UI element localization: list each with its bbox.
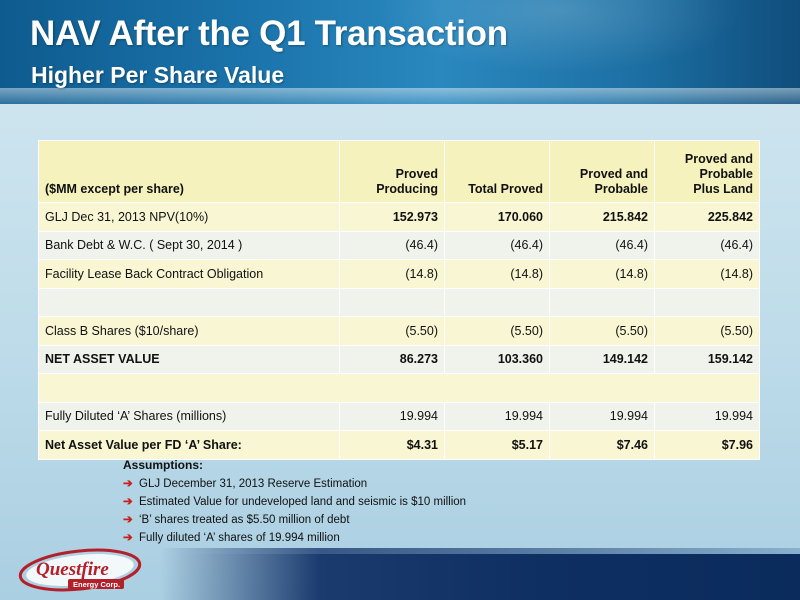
spacer-cell xyxy=(38,373,760,403)
table-row: Fully Diluted ‘A’ Shares (millions) 19.99… xyxy=(38,401,760,431)
value-cell: (46.4) xyxy=(339,230,445,260)
header-highlight xyxy=(0,88,800,104)
value-cell: 86.273 xyxy=(339,344,445,374)
value-cell: (5.50) xyxy=(339,316,445,346)
value-cell: $7.96 xyxy=(654,430,760,460)
table-row xyxy=(38,287,760,317)
header-banner xyxy=(0,0,800,104)
row-label: NET ASSET VALUE xyxy=(38,344,340,374)
row-label: Net Asset Value per FD ‘A’ Share: xyxy=(38,430,340,460)
value-cell: 225.842 xyxy=(654,202,760,232)
questfire-logo: Questfire Energy Corp. xyxy=(18,548,142,592)
value-cell: 170.060 xyxy=(444,202,550,232)
assumption-item: ➔ Estimated Value for undeveloped land an… xyxy=(123,493,466,511)
svg-text:Energy Corp.: Energy Corp. xyxy=(73,580,120,589)
svg-text:Questfire: Questfire xyxy=(36,559,109,580)
row-label xyxy=(38,287,340,317)
arrow-bullet-icon: ➔ xyxy=(123,478,133,490)
assumption-item: ➔ ‘B’ shares treated as $5.50 million of … xyxy=(123,511,466,529)
value-cell: (46.4) xyxy=(549,230,655,260)
value-cell: 215.842 xyxy=(549,202,655,232)
value-cell: 19.994 xyxy=(654,401,760,431)
table-row xyxy=(38,373,760,403)
row-label: Class B Shares ($10/share) xyxy=(38,316,340,346)
value-cell: (5.50) xyxy=(654,316,760,346)
value-cell: 19.994 xyxy=(549,401,655,431)
value-cell: $7.46 xyxy=(549,430,655,460)
column-header-proved-probable-land: Proved and Probable Plus Land xyxy=(654,140,760,203)
row-label: Bank Debt & W.C. ( Sept 30, 2014 ) xyxy=(38,230,340,260)
assumptions-list: ➔ GLJ December 31, 2013 Reserve Estimatio… xyxy=(123,475,466,547)
assumption-item: ➔ GLJ December 31, 2013 Reserve Estimatio… xyxy=(123,475,466,493)
value-cell: 152.973 xyxy=(339,202,445,232)
value-cell: 19.994 xyxy=(444,401,550,431)
label-column-header: ($MM except per share) xyxy=(38,140,340,203)
value-cell: (14.8) xyxy=(444,259,550,289)
assumption-text: Fully diluted ‘A’ shares of 19.994 milli… xyxy=(139,532,340,544)
value-cell: 159.142 xyxy=(654,344,760,374)
value-cell: (5.50) xyxy=(444,316,550,346)
value-cell: (5.50) xyxy=(549,316,655,346)
value-cell xyxy=(654,287,760,317)
column-header-total-proved: Total Proved xyxy=(444,140,550,203)
table-row: Net Asset Value per FD ‘A’ Share: $4.31 $5… xyxy=(38,430,760,460)
value-cell xyxy=(339,287,445,317)
value-cell: (14.8) xyxy=(549,259,655,289)
assumptions-heading: Assumptions: xyxy=(123,458,204,472)
value-cell xyxy=(444,287,550,317)
arrow-bullet-icon: ➔ xyxy=(123,532,133,544)
value-cell: $5.17 xyxy=(444,430,550,460)
row-label: Fully Diluted ‘A’ Shares (millions) xyxy=(38,401,340,431)
value-cell: (14.8) xyxy=(339,259,445,289)
value-cell xyxy=(549,287,655,317)
table-row: NET ASSET VALUE 86.273 103.360 149.142 159.1… xyxy=(38,344,760,374)
value-cell: (14.8) xyxy=(654,259,760,289)
assumption-text: GLJ December 31, 2013 Reserve Estimation xyxy=(139,478,368,490)
value-cell: 19.994 xyxy=(339,401,445,431)
value-cell: 149.142 xyxy=(549,344,655,374)
table-body: GLJ Dec 31, 2013 NPV(10%) 152.973 170.060 2… xyxy=(38,202,760,460)
value-cell: (46.4) xyxy=(654,230,760,260)
row-label: Facility Lease Back Contract Obligation xyxy=(38,259,340,289)
table-row: Facility Lease Back Contract Obligation(… xyxy=(38,259,760,289)
arrow-bullet-icon: ➔ xyxy=(123,496,133,508)
assumptions-section: Assumptions: ➔ GLJ December 31, 2013 Rese… xyxy=(123,458,466,547)
arrow-bullet-icon: ➔ xyxy=(123,514,133,526)
table-row: GLJ Dec 31, 2013 NPV(10%) 152.973 170.060 2… xyxy=(38,202,760,232)
footer-band xyxy=(160,548,800,600)
column-header-proved-probable: Proved and Probable xyxy=(549,140,655,203)
slide-title: NAV After the Q1 Transaction xyxy=(30,14,508,53)
assumption-item: ➔ Fully diluted ‘A’ shares of 19.994 mill… xyxy=(123,529,466,547)
row-label: GLJ Dec 31, 2013 NPV(10%) xyxy=(38,202,340,232)
slide-subtitle: Higher Per Share Value xyxy=(31,62,285,88)
value-cell: 103.360 xyxy=(444,344,550,374)
value-cell: $4.31 xyxy=(339,430,445,460)
assumption-text: Estimated Value for undeveloped land and… xyxy=(139,496,467,508)
table-row: Bank Debt & W.C. ( Sept 30, 2014 ) (46.4)… xyxy=(38,230,760,260)
value-cell: (46.4) xyxy=(444,230,550,260)
assumption-text: ‘B’ shares treated as $5.50 million of d… xyxy=(139,514,350,526)
nav-table: ($MM except per share) Proved Producing T… xyxy=(38,140,760,460)
column-header-proved-producing: Proved Producing xyxy=(339,140,445,203)
table-header-row: ($MM except per share) Proved Producing T… xyxy=(38,140,760,203)
table-row: Class B Shares ($10/share) (5.50) (5.50) (5… xyxy=(38,316,760,346)
